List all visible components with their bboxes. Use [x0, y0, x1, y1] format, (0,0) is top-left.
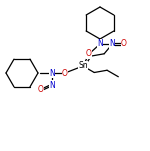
- Text: N: N: [49, 69, 55, 77]
- Text: N: N: [109, 40, 115, 48]
- Text: Sn: Sn: [78, 61, 88, 71]
- Text: N: N: [49, 80, 55, 90]
- Text: O: O: [38, 85, 44, 95]
- Text: O: O: [86, 50, 92, 58]
- Text: N: N: [97, 40, 103, 48]
- Text: O: O: [121, 40, 127, 48]
- Text: O: O: [62, 69, 68, 77]
